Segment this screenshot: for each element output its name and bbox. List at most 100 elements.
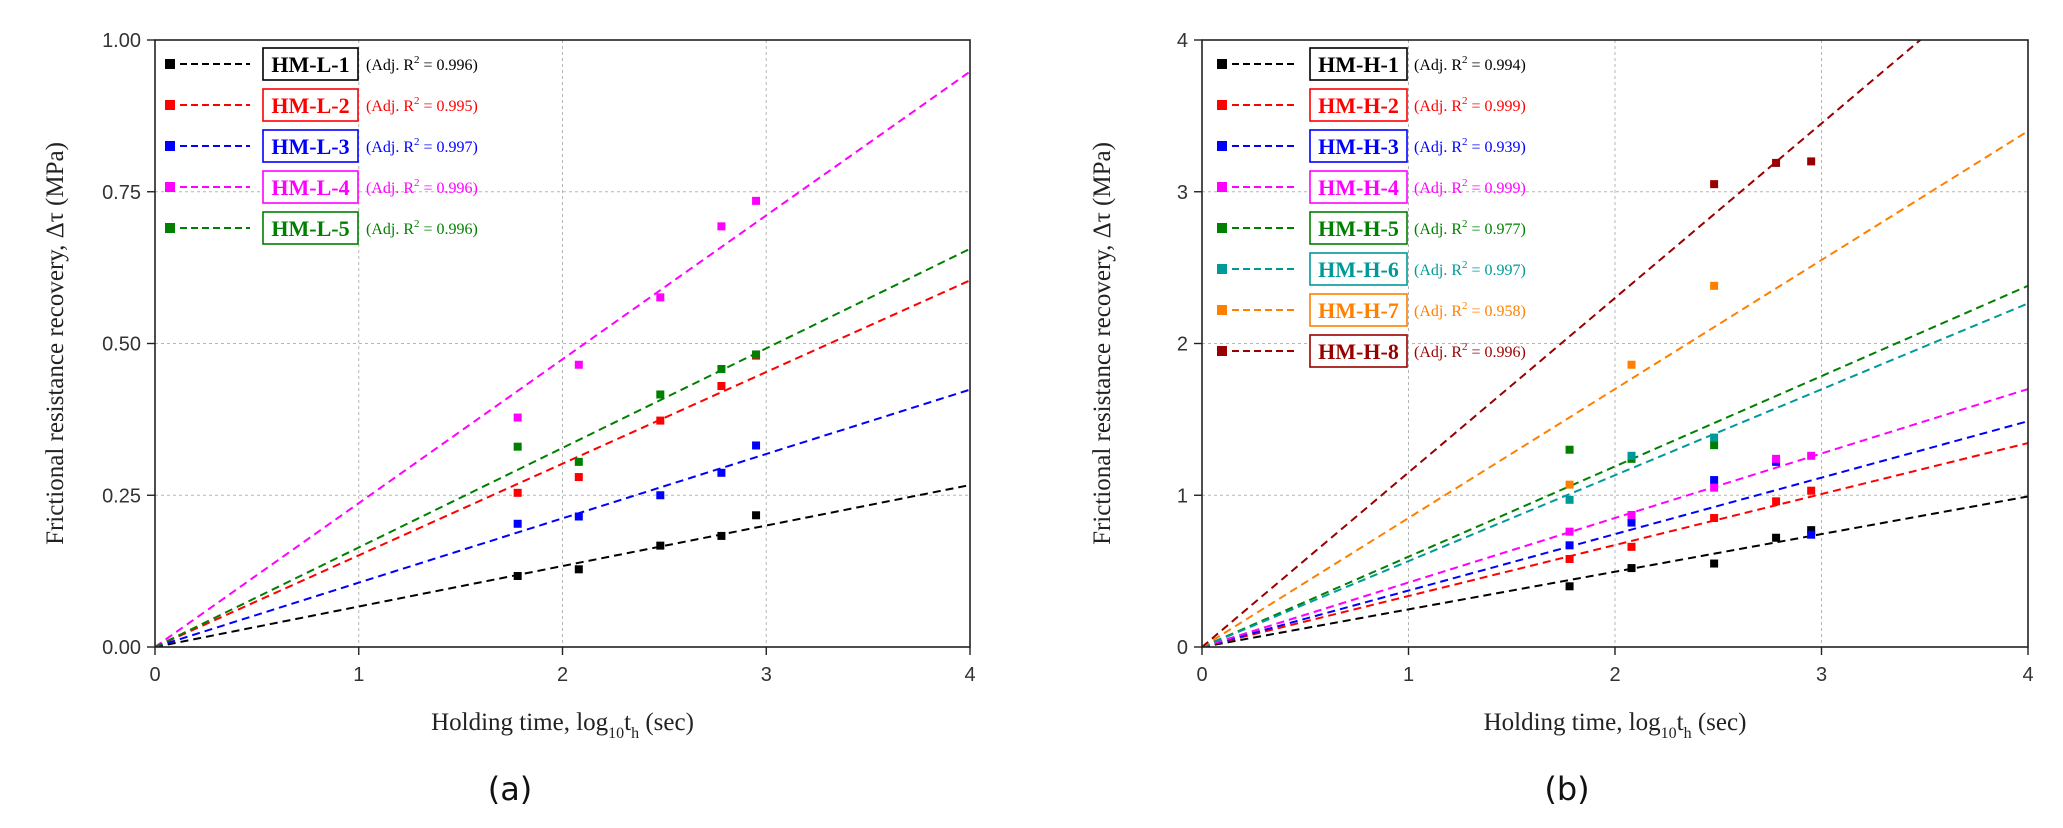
legend-name: HM-H-3 bbox=[1318, 134, 1399, 159]
x-tick-label: 1 bbox=[353, 664, 364, 686]
data-point-HM-H-3 bbox=[1710, 476, 1719, 485]
legend-marker bbox=[1217, 141, 1227, 151]
fit-line-HM-H-2 bbox=[1202, 442, 2028, 647]
legend-item-HM-H-3: HM-H-3 (Adj. R2 = 0.939) bbox=[1217, 129, 1526, 163]
legend-name-box bbox=[262, 47, 359, 81]
legend-name-box bbox=[1309, 129, 1408, 163]
fit-line-HM-H-4 bbox=[1202, 388, 2028, 647]
data-point-HM-H-4 bbox=[1627, 510, 1636, 519]
data-point-HM-L-3 bbox=[656, 491, 665, 500]
legend-item-HM-H-1: HM-H-1 (Adj. R2 = 0.994) bbox=[1217, 47, 1526, 81]
legend-item-HM-L-1: HM-L-1 (Adj. R2 = 0.996) bbox=[165, 47, 478, 81]
data-point-HM-L-1 bbox=[717, 531, 726, 540]
legend-r2: (Adj. R2 = 0.994) bbox=[1414, 54, 1526, 74]
legend-item-HM-L-4: HM-L-4 (Adj. R2 = 0.996) bbox=[165, 170, 478, 204]
y-tick-label: 2 bbox=[1177, 334, 1188, 356]
x-tick-label: 4 bbox=[2022, 664, 2033, 686]
data-point-HM-H-8 bbox=[1807, 157, 1816, 166]
data-point-HM-H-6 bbox=[1565, 495, 1574, 504]
data-point-HM-L-1 bbox=[513, 571, 522, 580]
data-point-HM-H-1 bbox=[1565, 582, 1574, 591]
legend-r2: (Adj. R2 = 0.939) bbox=[1414, 136, 1526, 156]
legend-marker bbox=[165, 182, 175, 192]
legend-r2: (Adj. R2 = 0.977) bbox=[1414, 218, 1526, 238]
panel-caption: (b) bbox=[1544, 770, 1589, 808]
legend-name: HM-L-4 bbox=[271, 175, 349, 200]
y-tick-label: 1.00 bbox=[102, 30, 141, 52]
data-point-HM-H-2 bbox=[1710, 514, 1719, 523]
legend-name: HM-H-8 bbox=[1318, 339, 1399, 364]
data-point-HM-H-8 bbox=[1772, 158, 1781, 167]
data-point-HM-L-3 bbox=[574, 512, 583, 521]
fit-line-HM-L-3 bbox=[155, 388, 970, 647]
fit-lines bbox=[1202, 40, 2028, 647]
data-point-HM-L-3 bbox=[513, 519, 522, 528]
legend-item-HM-H-4: HM-H-4 (Adj. R2 = 0.999) bbox=[1217, 170, 1526, 204]
legend-r2: (Adj. R2 = 0.995) bbox=[366, 95, 478, 115]
legend-name: HM-H-7 bbox=[1318, 298, 1399, 323]
legend-marker bbox=[1217, 305, 1227, 315]
y-tick-label: 1 bbox=[1177, 485, 1188, 507]
y-tick-label: 3 bbox=[1177, 182, 1188, 204]
fit-line-HM-H-1 bbox=[1202, 495, 2028, 647]
legend-marker bbox=[165, 100, 175, 110]
data-point-HM-L-1 bbox=[656, 541, 665, 550]
legend-r2: (Adj. R2 = 0.999) bbox=[1414, 95, 1526, 115]
data-point-HM-H-6 bbox=[1627, 451, 1636, 460]
legend-r2: (Adj. R2 = 0.999) bbox=[1414, 177, 1526, 197]
y-tick-label: 4 bbox=[1177, 30, 1188, 52]
data-point-HM-L-2 bbox=[656, 416, 665, 425]
data-point-HM-H-4 bbox=[1772, 454, 1781, 463]
legend-item-HM-H-5: HM-H-5 (Adj. R2 = 0.977) bbox=[1217, 211, 1526, 245]
legend-item-HM-L-2: HM-L-2 (Adj. R2 = 0.995) bbox=[165, 88, 478, 122]
legend-r2: (Adj. R2 = 0.997) bbox=[366, 136, 478, 156]
data-point-HM-L-2 bbox=[717, 381, 726, 390]
legend-marker bbox=[165, 141, 175, 151]
legend-name-box bbox=[262, 88, 359, 122]
x-tick-label: 4 bbox=[964, 664, 975, 686]
legend-name: HM-H-2 bbox=[1318, 93, 1399, 118]
legend-name-box bbox=[262, 129, 359, 163]
legend-name-box bbox=[262, 170, 359, 204]
data-point-HM-H-2 bbox=[1807, 486, 1816, 495]
legend-name-box bbox=[1309, 252, 1408, 286]
data-point-HM-L-2 bbox=[513, 488, 522, 497]
legend-name: HM-L-1 bbox=[271, 52, 349, 77]
x-tick-label: 1 bbox=[1403, 664, 1414, 686]
data-point-HM-L-1 bbox=[574, 565, 583, 574]
data-point-HM-H-5 bbox=[1710, 441, 1719, 450]
data-point-HM-H-2 bbox=[1565, 554, 1574, 563]
legend-name: HM-L-3 bbox=[271, 134, 349, 159]
data-point-HM-L-4 bbox=[717, 222, 726, 231]
legend-marker bbox=[165, 59, 175, 69]
fit-line-HM-H-7 bbox=[1202, 130, 2028, 647]
fit-line-HM-L-4 bbox=[155, 70, 970, 647]
legend-name-box bbox=[1309, 293, 1408, 327]
data-point-HM-H-6 bbox=[1710, 433, 1719, 442]
legend-marker bbox=[1217, 59, 1227, 69]
legend-r2: (Adj. R2 = 0.996) bbox=[366, 177, 478, 197]
data-point-HM-H-4 bbox=[1807, 451, 1816, 460]
x-tick-label: 2 bbox=[1609, 664, 1620, 686]
legend-marker bbox=[1217, 264, 1227, 274]
y-axis-title: Frictional resistance recovery, Δτ (MPa) bbox=[42, 142, 69, 545]
x-axis-title: Holding time, log10th (sec) bbox=[431, 709, 694, 742]
data-point-HM-H-5 bbox=[1565, 445, 1574, 454]
data-point-HM-L-4 bbox=[752, 196, 761, 205]
legend-name-box bbox=[262, 211, 359, 245]
legend-r2: (Adj. R2 = 0.997) bbox=[1414, 259, 1526, 279]
fit-line-HM-H-8 bbox=[1202, 40, 1922, 647]
legend-item-HM-H-6: HM-H-6 (Adj. R2 = 0.997) bbox=[1217, 252, 1526, 286]
x-tick-label: 3 bbox=[761, 664, 772, 686]
data-point-HM-H-3 bbox=[1807, 530, 1816, 539]
legend-name-box bbox=[1309, 170, 1408, 204]
legend-item-HM-H-7: HM-H-7 (Adj. R2 = 0.958) bbox=[1217, 293, 1526, 327]
data-point-HM-H-1 bbox=[1627, 564, 1636, 573]
x-tick-label: 3 bbox=[1816, 664, 1827, 686]
legend-name: HM-H-5 bbox=[1318, 216, 1399, 241]
legend-marker bbox=[1217, 346, 1227, 356]
x-axis-title: Holding time, log10th (sec) bbox=[1484, 709, 1747, 742]
fit-line-HM-L-2 bbox=[155, 279, 970, 647]
panel-caption: (a) bbox=[488, 770, 533, 808]
